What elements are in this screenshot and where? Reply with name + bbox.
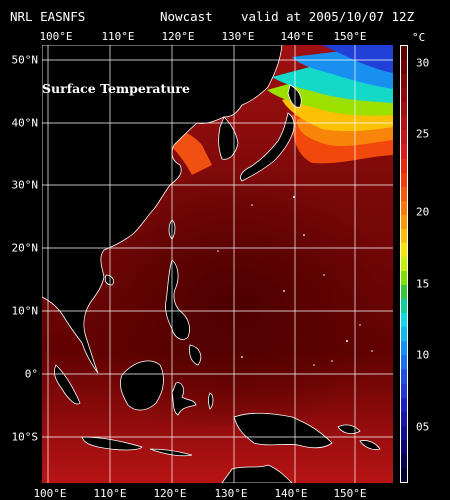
lat-label: 40°N [11, 116, 39, 130]
lon-label-bottom: 130°E [214, 487, 248, 500]
colorbar-segment [401, 256, 407, 272]
cold-water-bands [162, 45, 393, 175]
colorbar-segment [401, 228, 407, 244]
colorbar-segment [401, 369, 407, 385]
graticule [42, 45, 393, 483]
colorbar-segment [401, 411, 407, 427]
colorbar-label: 25 [416, 127, 430, 141]
lat-label: 50°N [11, 53, 39, 67]
colorbar-segment [401, 144, 407, 159]
colorbar-segment [401, 158, 407, 174]
colorbar-label: 15 [416, 277, 430, 291]
lat-label: 10°N [11, 304, 39, 318]
lon-label-bottom: 140°E [274, 487, 308, 500]
colorbar-segment [401, 200, 407, 216]
lat-label: 30°N [11, 178, 39, 192]
colorbar-segment [401, 355, 407, 370]
map-title: Surface Temperature [42, 81, 190, 96]
colorbar-segment [401, 425, 407, 441]
colorbar-segment [401, 313, 407, 328]
island-specks [217, 196, 373, 366]
sst-map-graphic [42, 45, 393, 483]
colorbar [400, 45, 408, 483]
colorbar-segment [401, 186, 407, 202]
colorbar-segment [401, 88, 407, 103]
header-valid-time: valid at 2005/10/07 12Z [241, 9, 415, 24]
colorbar-label: 20 [416, 205, 430, 219]
lon-label-bottom: 110°E [93, 487, 127, 500]
colorbar-label: 30 [416, 56, 430, 70]
colorbar-segment [401, 116, 407, 131]
colorbar-segment [401, 242, 407, 258]
colorbar-label: 10 [416, 348, 430, 362]
lon-label-top: 110°E [101, 30, 135, 43]
colorbar-segment [401, 453, 407, 469]
colorbar-segment [401, 214, 407, 230]
land-masses [42, 45, 381, 483]
colorbar-segment [401, 130, 407, 145]
sst-map: Surface Temperature [42, 45, 393, 483]
lon-label-bottom: 150°E [333, 487, 367, 500]
colorbar-segment [401, 299, 407, 314]
colorbar-label: 05 [416, 420, 430, 434]
colorbar-segment [401, 46, 407, 61]
colorbar-segment [401, 341, 407, 356]
colorbar-segment [401, 397, 407, 413]
colorbar-segment [401, 327, 407, 342]
colorbar-segment [401, 467, 407, 483]
colorbar-segment [401, 74, 407, 89]
lon-label-top: 150°E [333, 30, 367, 43]
colorbar-segment [401, 60, 407, 75]
colorbar-segment [401, 172, 407, 188]
header-model-name: NRL EASNFS [10, 9, 86, 24]
lon-label-bottom: 120°E [153, 487, 187, 500]
lon-label-top: 120°E [161, 30, 195, 43]
lon-label-top: 100°E [39, 30, 73, 43]
lon-label-top: 140°E [280, 30, 314, 43]
colorbar-segment [401, 285, 407, 300]
colorbar-segment [401, 439, 407, 455]
lat-label: 0° [24, 367, 38, 381]
colorbar-unit: °C [412, 31, 426, 44]
lat-label: 10°S [11, 430, 39, 444]
colorbar-segment [401, 383, 407, 399]
header-product-type: Nowcast [160, 9, 213, 24]
colorbar-segment [401, 102, 407, 117]
lat-label: 20°N [11, 241, 39, 255]
colorbar-segment [401, 271, 407, 286]
lon-label-bottom: 100°E [33, 487, 67, 500]
lon-label-top: 130°E [221, 30, 255, 43]
